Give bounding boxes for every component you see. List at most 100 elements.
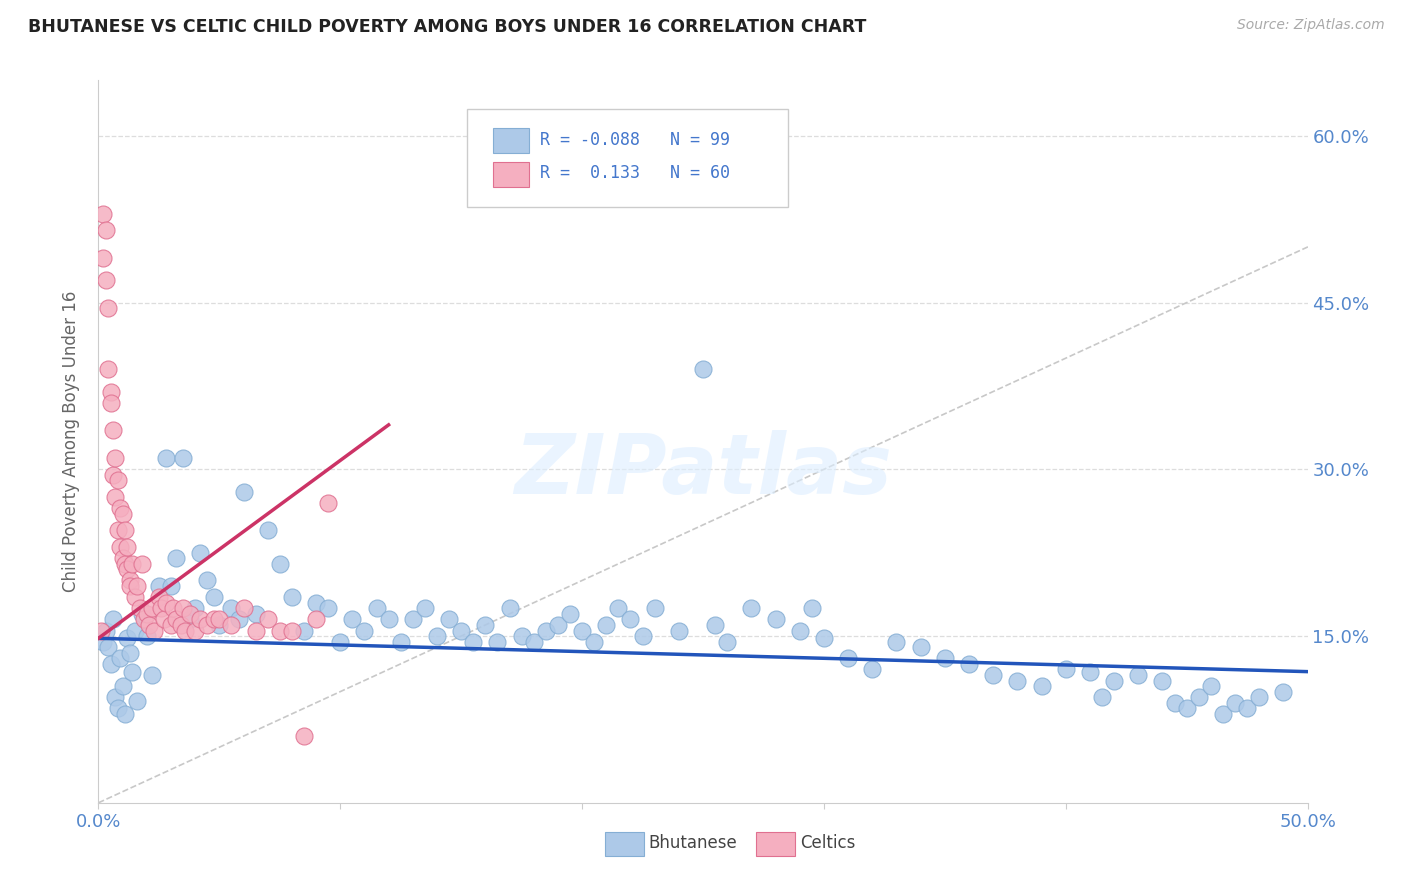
Text: Bhutanese: Bhutanese [648,834,737,852]
Point [107,701,129,715]
Point [245,607,267,621]
Point [108,651,131,665]
Point [127,693,149,707]
Point [558,607,581,621]
Point [165,551,187,566]
Point [281,624,304,638]
Point [1007,673,1029,688]
Point [316,601,339,615]
Point [789,624,811,638]
Point [232,601,254,615]
Point [1163,696,1185,710]
FancyBboxPatch shape [605,832,644,855]
Point [97,640,120,655]
Point [583,634,606,648]
Point [121,665,143,679]
Point [97,362,120,376]
Point [523,634,546,648]
Point [1102,673,1125,688]
Point [179,607,201,621]
Point [100,384,122,399]
Text: R = -0.088   N = 99: R = -0.088 N = 99 [540,130,730,149]
Point [169,618,191,632]
Point [740,601,762,615]
Point [860,662,883,676]
Point [91,251,114,265]
Point [172,451,194,466]
Point [305,612,328,626]
FancyBboxPatch shape [756,832,794,855]
Point [463,634,485,648]
Point [886,634,908,648]
Point [111,551,134,566]
Point [114,524,136,538]
FancyBboxPatch shape [492,162,529,187]
Point [256,612,278,626]
Point [108,501,131,516]
Text: Source: ZipAtlas.com: Source: ZipAtlas.com [1237,18,1385,32]
Point [1031,679,1053,693]
Point [135,629,157,643]
Point [256,524,278,538]
Point [148,590,170,604]
Point [1199,679,1222,693]
Point [188,612,211,626]
Point [800,601,823,615]
Point [160,579,183,593]
Point [150,601,173,615]
Point [165,612,187,626]
Point [510,629,533,643]
Point [127,579,149,593]
Point [195,618,218,632]
Point [91,207,114,221]
Point [281,590,304,604]
Point [179,612,201,626]
Point [644,601,666,615]
Text: R =  0.133   N = 60: R = 0.133 N = 60 [540,164,730,183]
Point [118,646,141,660]
Point [1054,662,1077,676]
Point [934,651,956,665]
Point [107,524,129,538]
Point [245,624,267,638]
Point [118,574,141,588]
Point [450,624,472,638]
Point [437,612,460,626]
Point [148,579,170,593]
Point [619,612,641,626]
Point [377,612,399,626]
Point [413,601,436,615]
Point [143,624,166,638]
Point [204,612,226,626]
FancyBboxPatch shape [467,109,787,207]
Point [1223,696,1246,710]
Point [101,612,124,626]
Point [595,618,617,632]
Point [124,590,146,604]
Point [117,540,139,554]
Point [118,579,141,593]
Point [135,607,157,621]
Text: BHUTANESE VS CELTIC CHILD POVERTY AMONG BOYS UNDER 16 CORRELATION CHART: BHUTANESE VS CELTIC CHILD POVERTY AMONG … [28,18,866,36]
Point [208,618,231,632]
Point [692,362,714,376]
Point [188,546,211,560]
Point [114,706,136,721]
Point [498,601,520,615]
Point [131,607,153,621]
Point [232,484,254,499]
Point [111,507,134,521]
Point [195,574,218,588]
Point [631,629,654,643]
Point [1091,690,1114,705]
Point [221,601,243,615]
Point [128,601,150,615]
Point [292,729,315,743]
Point [366,601,388,615]
Point [94,273,117,287]
Point [1249,690,1271,705]
Point [981,668,1004,682]
Point [813,632,835,646]
Point [1272,684,1295,698]
Point [1078,665,1101,679]
